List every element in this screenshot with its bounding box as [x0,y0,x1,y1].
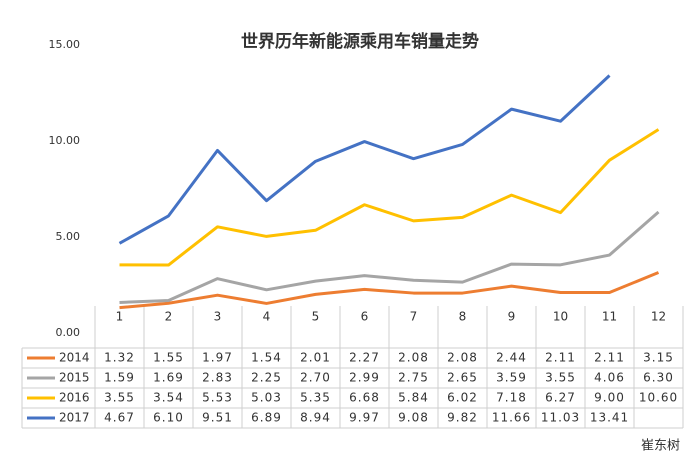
series-line [118,74,611,245]
table-cell: 2.25 [251,371,282,385]
x-tick-label: 8 [459,310,467,324]
table-cell: 1.69 [153,371,184,385]
table-cell: 5.03 [251,391,282,405]
table-cell: 1.97 [202,351,233,365]
table-cell: 1.59 [104,371,135,385]
series-line [119,128,660,267]
x-tick-label: 12 [651,310,666,324]
series-line [119,271,660,310]
table-cell: 9.08 [398,411,429,425]
table-cell: 2.11 [594,351,625,365]
table-cell: 1.54 [251,351,282,365]
table-cell: 3.54 [153,391,184,405]
table-cell: 9.97 [349,411,380,425]
watermark: 崔东树 [641,438,680,454]
series-line [119,210,660,304]
table-cell: 6.89 [251,411,282,425]
table-cell: 2.44 [496,351,527,365]
x-tick-label: 4 [263,310,271,324]
table-cell: 1.55 [153,351,184,365]
chart-title: 世界历年新能源乘用车销量走势 [241,31,479,52]
y-tick-label: 0.00 [56,326,81,339]
table-cell: 3.59 [496,371,527,385]
table-cell: 3.15 [643,351,674,365]
x-tick-label: 6 [361,310,369,324]
x-tick-label: 1 [116,310,124,324]
table-cell: 4.67 [104,411,135,425]
table-cell: 2.27 [349,351,380,365]
table-cell: 5.84 [398,391,429,405]
table-cell: 6.27 [545,391,576,405]
table-cell: 2.65 [447,371,478,385]
y-tick-label: 10.00 [49,134,81,147]
x-tick-label: 2 [165,310,173,324]
table-cell: 2.08 [447,351,478,365]
table-cell: 2.01 [300,351,331,365]
table-cell: 5.35 [300,391,331,405]
table-cell: 11.66 [492,411,531,425]
table-cell: 11.03 [541,411,580,425]
legend-label: 2014 [59,351,90,365]
table-cell: 1.32 [104,351,135,365]
x-tick-label: 10 [553,310,568,324]
table-cell: 13.41 [590,411,629,425]
x-tick-label: 3 [214,310,222,324]
x-tick-label: 5 [312,310,320,324]
table-cell: 6.68 [349,391,380,405]
table-cell: 2.75 [398,371,429,385]
table-cell: 6.30 [643,371,674,385]
x-tick-label: 9 [508,310,516,324]
table-cell: 2.99 [349,371,380,385]
table-cell: 2.70 [300,371,331,385]
table-cell: 8.94 [300,411,331,425]
legend-label: 2017 [59,411,90,425]
table-cell: 3.55 [104,391,135,405]
table-cell: 9.00 [594,391,625,405]
legend-label: 2015 [59,371,90,385]
x-tick-label: 11 [602,310,617,324]
y-tick-label: 15.00 [49,38,81,51]
table-cell: 6.10 [153,411,184,425]
table-cell: 3.55 [545,371,576,385]
x-tick-label: 7 [410,310,418,324]
table-cell: 4.06 [594,371,625,385]
table-cell: 2.11 [545,351,576,365]
table-cell: 10.60 [639,391,678,405]
table-cell: 2.83 [202,371,233,385]
y-tick-label: 5.00 [56,230,81,243]
legend-label: 2016 [59,391,90,405]
table-cell: 9.51 [202,411,233,425]
table-cell: 6.02 [447,391,478,405]
table-cell: 7.18 [496,391,527,405]
table-cell: 9.82 [447,411,478,425]
table-cell: 5.53 [202,391,233,405]
table-cell: 2.08 [398,351,429,365]
